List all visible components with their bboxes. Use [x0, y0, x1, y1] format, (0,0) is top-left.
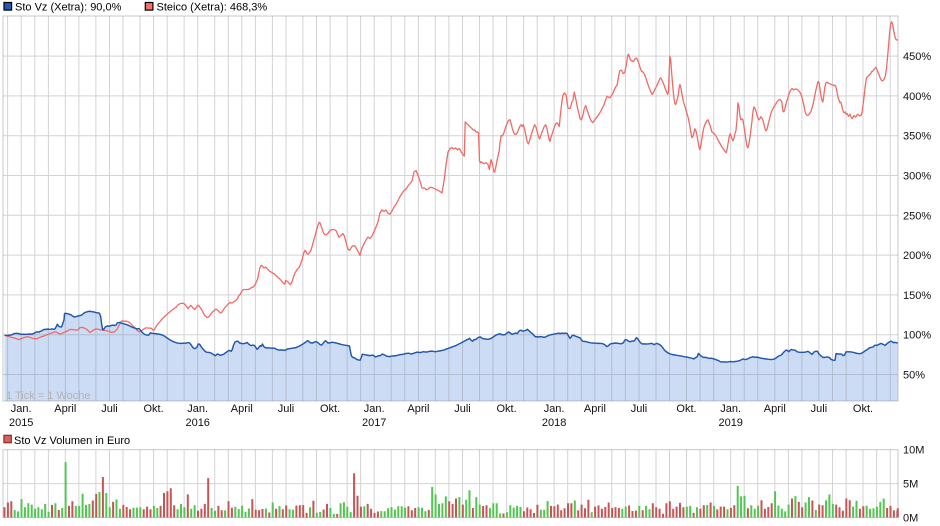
svg-text:Juli: Juli [101, 403, 118, 415]
svg-text:50%: 50% [903, 370, 925, 382]
svg-text:0M: 0M [903, 513, 918, 525]
svg-text:Juli: Juli [811, 403, 828, 415]
svg-text:2019: 2019 [718, 417, 742, 429]
svg-text:10M: 10M [903, 445, 924, 457]
svg-text:Jan.: Jan. [187, 403, 208, 415]
svg-text:Juli: Juli [454, 403, 471, 415]
svg-text:2015: 2015 [9, 417, 33, 429]
svg-text:Juli: Juli [631, 403, 648, 415]
svg-text:Jan.: Jan. [720, 403, 741, 415]
svg-text:2018: 2018 [542, 417, 566, 429]
svg-text:Steico (Xetra): 468,3%: Steico (Xetra): 468,3% [157, 2, 268, 14]
svg-text:250%: 250% [903, 210, 931, 222]
svg-text:April: April [407, 403, 429, 415]
svg-text:Okt.: Okt. [320, 403, 340, 415]
svg-text:300%: 300% [903, 171, 931, 183]
svg-text:Okt.: Okt. [144, 403, 164, 415]
svg-text:Juli: Juli [278, 403, 295, 415]
svg-text:5M: 5M [903, 479, 918, 491]
svg-text:2017: 2017 [362, 417, 386, 429]
svg-text:2016: 2016 [185, 417, 209, 429]
svg-text:150%: 150% [903, 290, 931, 302]
svg-text:200%: 200% [903, 250, 931, 262]
svg-text:Sto Vz Volumen in Euro: Sto Vz Volumen in Euro [14, 435, 130, 447]
svg-text:400%: 400% [903, 91, 931, 103]
svg-text:1 Tick = 1 Woche: 1 Tick = 1 Woche [6, 390, 90, 402]
svg-text:April: April [54, 403, 76, 415]
svg-text:100%: 100% [903, 330, 931, 342]
svg-text:Sto Vz (Xetra): 90,0%: Sto Vz (Xetra): 90,0% [15, 2, 122, 14]
svg-text:Okt.: Okt. [853, 403, 873, 415]
svg-text:April: April [231, 403, 253, 415]
svg-text:April: April [584, 403, 606, 415]
svg-text:Jan.: Jan. [544, 403, 565, 415]
svg-text:April: April [764, 403, 786, 415]
svg-text:350%: 350% [903, 131, 931, 143]
svg-text:Jan.: Jan. [11, 403, 32, 415]
svg-text:Okt.: Okt. [497, 403, 517, 415]
svg-text:Okt.: Okt. [676, 403, 696, 415]
svg-text:Jan.: Jan. [364, 403, 385, 415]
svg-text:450%: 450% [903, 51, 931, 63]
